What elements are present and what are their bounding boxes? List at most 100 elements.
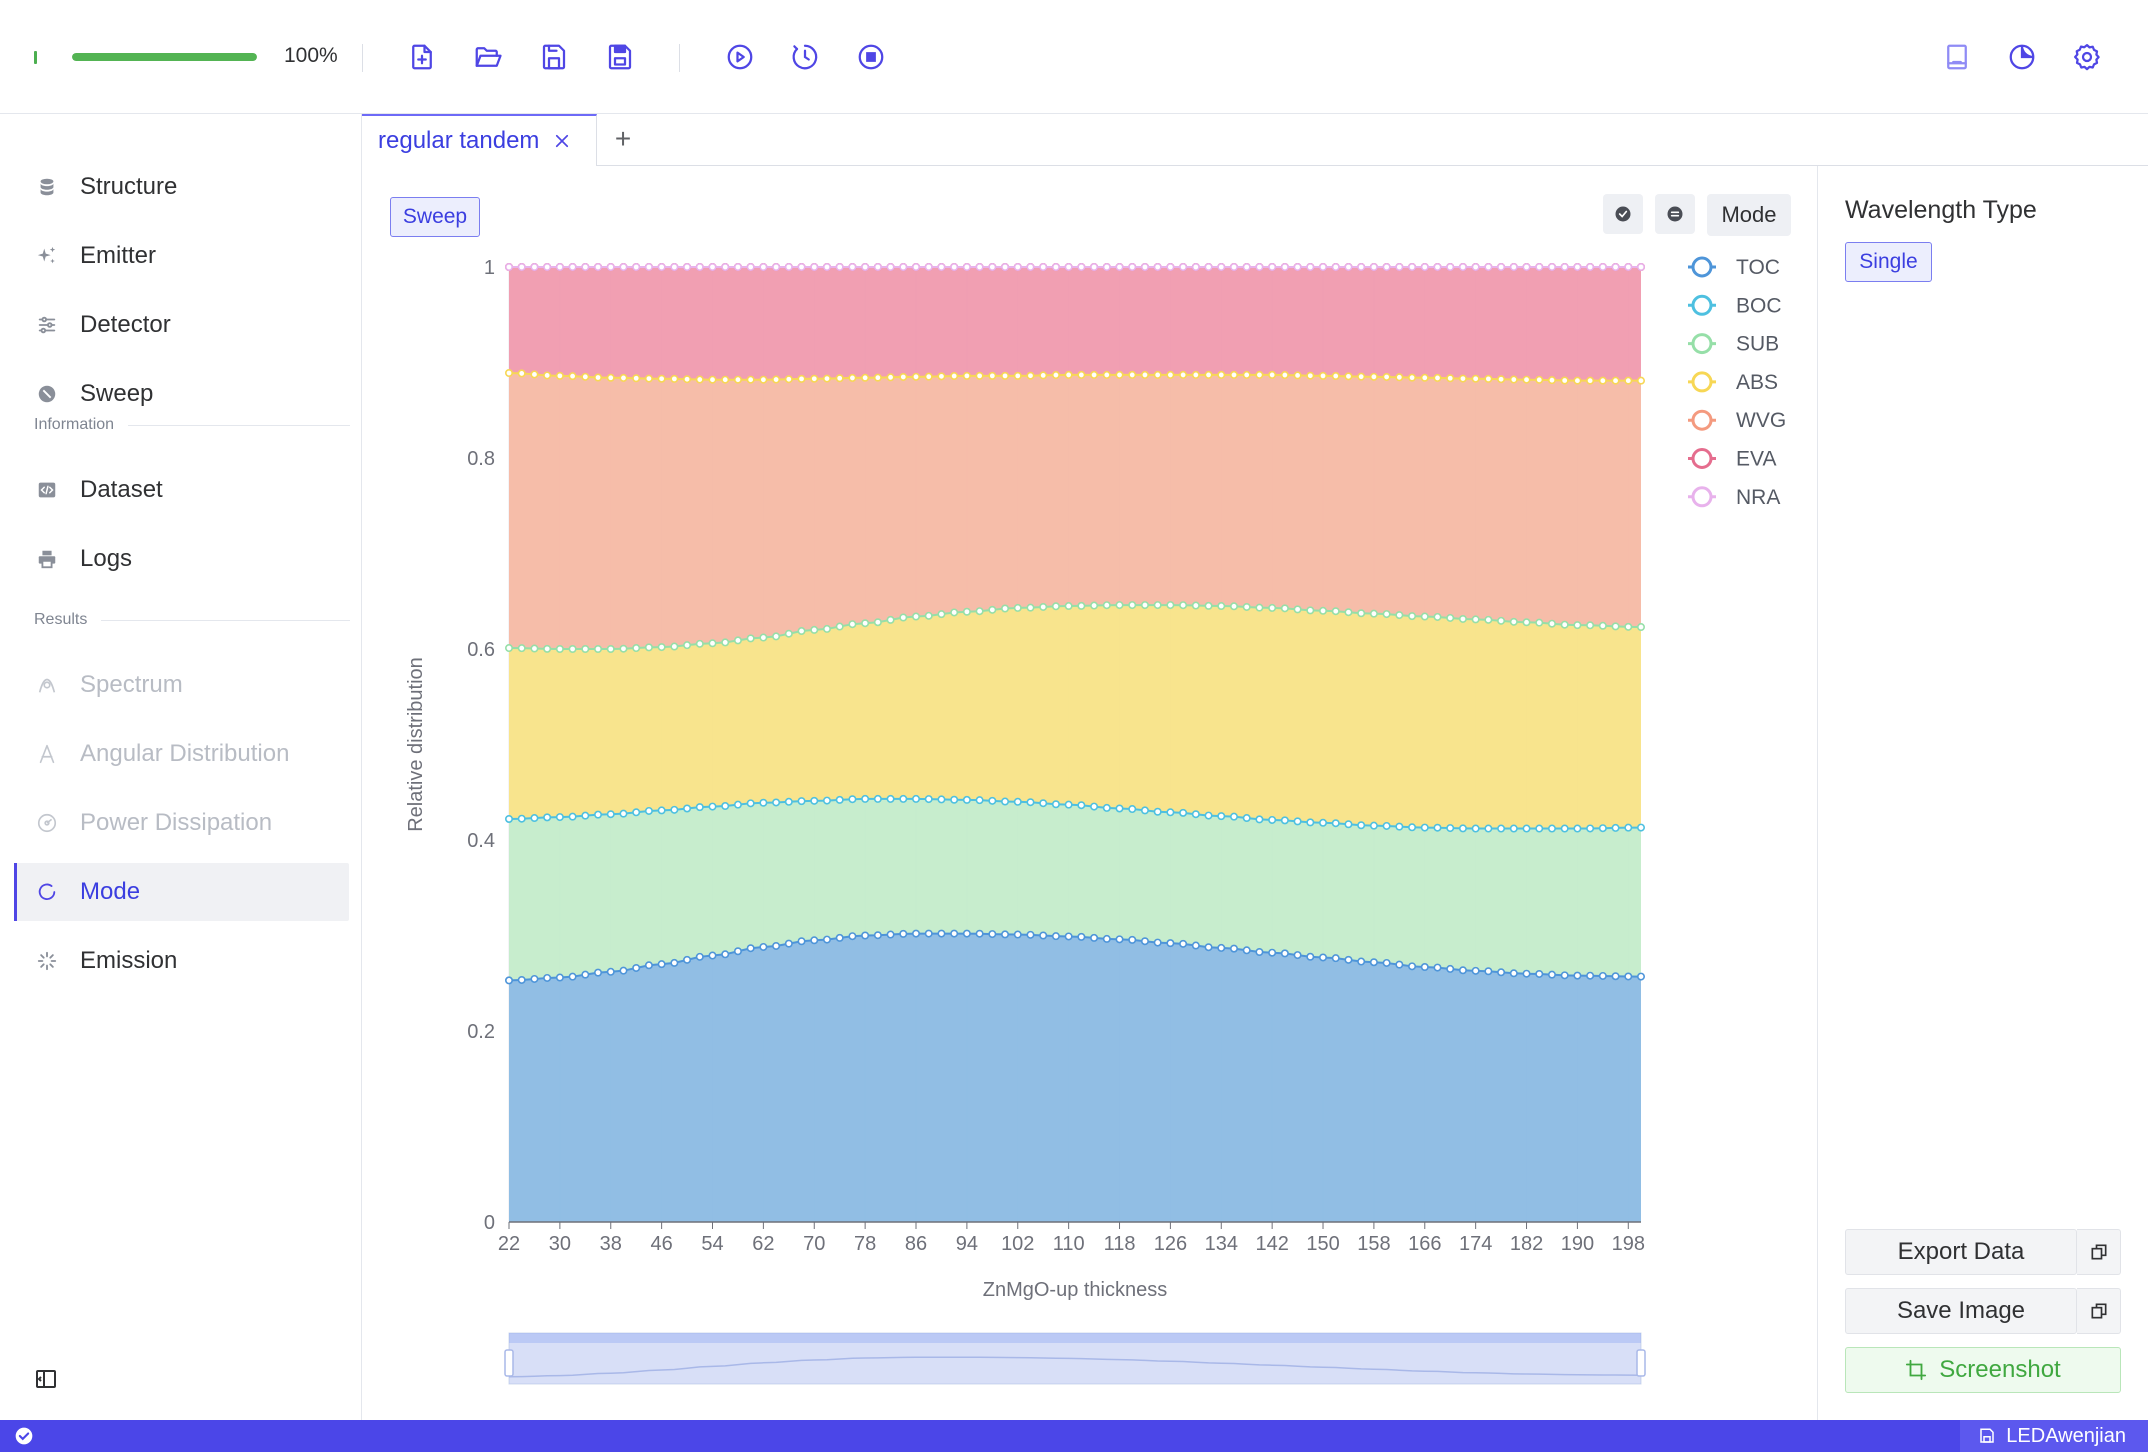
add-tab-button[interactable]: + <box>614 123 632 154</box>
tab-regular-tandem[interactable]: regular tandem <box>362 114 597 166</box>
data-point <box>1293 951 1302 960</box>
sidebar-item-structure[interactable]: Structure <box>14 158 349 216</box>
data-point <box>1446 964 1455 973</box>
document-button[interactable] <box>1938 38 1976 76</box>
clear-selection-button[interactable] <box>1655 194 1695 234</box>
data-point <box>1140 370 1149 379</box>
new-file-button[interactable] <box>403 38 441 76</box>
stop-button[interactable] <box>852 38 890 76</box>
data-point <box>1306 952 1315 961</box>
data-point <box>1191 263 1200 272</box>
area-sub <box>509 605 1641 829</box>
save-image-button[interactable]: Save Image <box>1845 1288 2077 1334</box>
data-point <box>1191 941 1200 950</box>
data-point <box>1369 821 1378 830</box>
printer-icon <box>36 548 58 570</box>
data-point <box>594 968 603 977</box>
run-icon <box>727 44 753 70</box>
mode-icon <box>36 881 58 903</box>
sidebar-item-emitter[interactable]: Emitter <box>14 227 349 285</box>
data-point <box>1408 823 1417 832</box>
sidebar-item-mode[interactable]: Mode <box>14 863 349 921</box>
sidebar-item-logs[interactable]: Logs <box>14 530 349 588</box>
wavelength-type-title: Wavelength Type <box>1845 196 2037 224</box>
data-point <box>886 794 895 803</box>
data-point <box>1064 932 1073 941</box>
sidebar-item-emission[interactable]: Emission <box>14 932 349 990</box>
zoom-slider[interactable] <box>504 1332 1646 1385</box>
data-point <box>555 813 564 822</box>
data-point <box>1204 370 1213 379</box>
data-point <box>1102 263 1111 272</box>
close-icon[interactable] <box>553 132 571 150</box>
data-point <box>1624 823 1633 832</box>
data-point <box>505 976 514 985</box>
data-point <box>1051 602 1060 611</box>
data-point <box>1280 371 1289 380</box>
data-point <box>733 947 742 956</box>
data-point <box>912 372 921 381</box>
data-point <box>835 795 844 804</box>
data-point <box>733 636 742 645</box>
data-point <box>861 619 870 628</box>
data-point <box>1242 263 1251 272</box>
sidebar-item-label: Logs <box>80 545 133 572</box>
sidebar-item-dataset[interactable]: Dataset <box>14 461 349 519</box>
series-abs <box>505 369 1646 385</box>
data-point <box>950 795 959 804</box>
data-point <box>1522 263 1531 272</box>
data-point <box>1547 263 1556 272</box>
data-point <box>1433 823 1442 832</box>
sidebar-item-sweep[interactable]: Sweep <box>14 365 349 423</box>
data-point <box>1166 601 1175 610</box>
screenshot-label: Screenshot <box>1939 1356 2061 1383</box>
sidebar-item-detector[interactable]: Detector <box>14 296 349 354</box>
select-all-button[interactable] <box>1603 194 1643 234</box>
data-point <box>1128 935 1137 944</box>
open-folder-icon <box>475 47 502 67</box>
save-button[interactable] <box>535 38 573 76</box>
data-point <box>1268 263 1277 272</box>
legend-label: BOC <box>1736 294 1782 317</box>
run-button[interactable] <box>721 38 759 76</box>
mode-button[interactable]: Mode <box>1707 194 1791 236</box>
loading-icon <box>36 950 58 972</box>
series-boc <box>505 794 1646 833</box>
workspace-indicator[interactable]: LEDAwenjian <box>1960 1420 2148 1452</box>
data-point <box>1484 967 1493 976</box>
copy-image-button[interactable] <box>2077 1288 2121 1334</box>
sidebar-collapse-button[interactable] <box>34 1367 58 1391</box>
data-point <box>784 375 793 384</box>
data-point <box>1433 263 1442 272</box>
data-point <box>746 799 755 808</box>
data-point <box>1179 601 1188 610</box>
code-icon <box>36 479 58 501</box>
data-point <box>1293 263 1302 272</box>
copy-data-button[interactable] <box>2077 1229 2121 1275</box>
data-point <box>619 809 628 818</box>
data-point <box>1229 812 1238 821</box>
export-data-button[interactable]: Export Data <box>1845 1229 2077 1275</box>
copy-icon <box>2091 1303 2106 1319</box>
data-point <box>1140 806 1149 815</box>
save-as-button[interactable] <box>601 38 639 76</box>
screenshot-button[interactable]: Screenshot <box>1845 1347 2121 1393</box>
settings-button[interactable] <box>2068 38 2106 76</box>
open-folder-button[interactable] <box>469 38 507 76</box>
data-point <box>683 375 692 384</box>
sweep-button[interactable]: Sweep <box>390 197 480 237</box>
data-point <box>1357 372 1366 381</box>
data-point <box>1586 824 1595 833</box>
data-point <box>1255 370 1264 379</box>
data-point <box>1369 263 1378 272</box>
theme-button[interactable] <box>2003 38 2041 76</box>
timer-button[interactable] <box>786 38 824 76</box>
data-point <box>899 794 908 803</box>
x-tick-label: 94 <box>956 1233 978 1255</box>
data-point <box>962 929 971 938</box>
data-point <box>568 812 577 821</box>
data-point <box>1535 263 1544 272</box>
data-point <box>568 372 577 381</box>
data-point <box>873 931 882 940</box>
single-wavelength-button[interactable]: Single <box>1845 242 1932 282</box>
